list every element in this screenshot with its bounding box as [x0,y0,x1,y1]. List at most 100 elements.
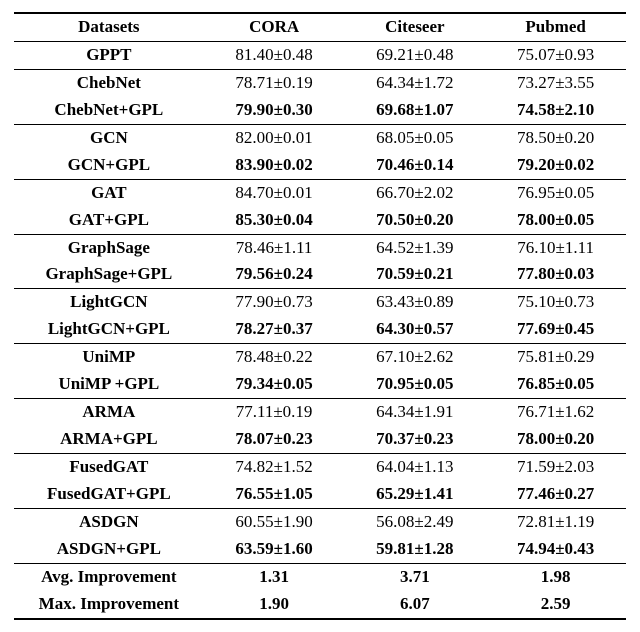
row-label: GCN [14,124,204,151]
cell-value: 2.59 [485,591,626,619]
table-row: ChebNet+GPL79.90±0.3069.68±1.0774.58±2.1… [14,97,626,124]
cell-value: 64.34±1.91 [344,399,485,426]
table-row: GAT84.70±0.0166.70±2.0276.95±0.05 [14,179,626,206]
cell-value: 67.10±2.62 [344,344,485,371]
cell-value: 64.30±0.57 [344,316,485,343]
cell-value: 65.29±1.41 [344,481,485,508]
cell-value: 70.37±0.23 [344,426,485,453]
cell-value: 79.56±0.24 [204,261,345,288]
header-col-pubmed: Pubmed [485,13,626,41]
cell-value: 66.70±2.02 [344,179,485,206]
cell-value: 74.82±1.52 [204,454,345,481]
row-label: ASDGN [14,508,204,535]
cell-value: 1.31 [204,563,345,590]
cell-value: 78.07±0.23 [204,426,345,453]
row-label: LightGCN [14,289,204,316]
table-row: ASDGN60.55±1.9056.08±2.4972.81±1.19 [14,508,626,535]
row-label: ChebNet+GPL [14,97,204,124]
table-row: GCN+GPL83.90±0.0270.46±0.1479.20±0.02 [14,152,626,179]
cell-value: 77.90±0.73 [204,289,345,316]
cell-value: 77.11±0.19 [204,399,345,426]
table-row: ARMA77.11±0.1964.34±1.9176.71±1.62 [14,399,626,426]
cell-value: 77.46±0.27 [485,481,626,508]
table-row: GraphSage+GPL79.56±0.2470.59±0.2177.80±0… [14,261,626,288]
table-row: GAT+GPL85.30±0.0470.50±0.2078.00±0.05 [14,207,626,234]
cell-value: 81.40±0.48 [204,41,345,69]
table-row: ChebNet78.71±0.1964.34±1.7273.27±3.55 [14,69,626,96]
cell-value: 60.55±1.90 [204,508,345,535]
table-row: UniMP +GPL79.34±0.0570.95±0.0576.85±0.05 [14,371,626,398]
cell-value: 63.59±1.60 [204,536,345,563]
cell-value: 83.90±0.02 [204,152,345,179]
table-row: LightGCN+GPL78.27±0.3764.30±0.5777.69±0.… [14,316,626,343]
cell-value: 78.71±0.19 [204,69,345,96]
table-row: Avg. Improvement1.313.711.98 [14,563,626,590]
cell-value: 64.34±1.72 [344,69,485,96]
table-row: ARMA+GPL78.07±0.2370.37±0.2378.00±0.20 [14,426,626,453]
table-row: UniMP78.48±0.2267.10±2.6275.81±0.29 [14,344,626,371]
cell-value: 1.98 [485,563,626,590]
row-label: LightGCN+GPL [14,316,204,343]
cell-value: 79.90±0.30 [204,97,345,124]
header-col-citeseer: Citeseer [344,13,485,41]
cell-value: 68.05±0.05 [344,124,485,151]
cell-value: 76.10±1.11 [485,234,626,261]
table-row: Max. Improvement1.906.072.59 [14,591,626,619]
cell-value: 64.52±1.39 [344,234,485,261]
row-label: GPPT [14,41,204,69]
cell-value: 64.04±1.13 [344,454,485,481]
cell-value: 1.90 [204,591,345,619]
row-label: FusedGAT+GPL [14,481,204,508]
cell-value: 69.21±0.48 [344,41,485,69]
table-row: ASDGN+GPL63.59±1.6059.81±1.2874.94±0.43 [14,536,626,563]
cell-value: 69.68±1.07 [344,97,485,124]
cell-value: 72.81±1.19 [485,508,626,535]
cell-value: 77.80±0.03 [485,261,626,288]
table-row: LightGCN77.90±0.7363.43±0.8975.10±0.73 [14,289,626,316]
row-label: ChebNet [14,69,204,96]
cell-value: 59.81±1.28 [344,536,485,563]
cell-value: 78.50±0.20 [485,124,626,151]
cell-value: 70.59±0.21 [344,261,485,288]
cell-value: 70.46±0.14 [344,152,485,179]
cell-value: 85.30±0.04 [204,207,345,234]
row-label: UniMP +GPL [14,371,204,398]
header-row: Datasets CORA Citeseer Pubmed [14,13,626,41]
cell-value: 74.58±2.10 [485,97,626,124]
cell-value: 63.43±0.89 [344,289,485,316]
row-label: FusedGAT [14,454,204,481]
cell-value: 76.85±0.05 [485,371,626,398]
cell-value: 75.10±0.73 [485,289,626,316]
cell-value: 75.07±0.93 [485,41,626,69]
table-row: GPPT81.40±0.4869.21±0.4875.07±0.93 [14,41,626,69]
cell-value: 78.00±0.05 [485,207,626,234]
cell-value: 6.07 [344,591,485,619]
cell-value: 76.55±1.05 [204,481,345,508]
table-row: GCN82.00±0.0168.05±0.0578.50±0.20 [14,124,626,151]
cell-value: 78.27±0.37 [204,316,345,343]
table-row: FusedGAT+GPL76.55±1.0565.29±1.4177.46±0.… [14,481,626,508]
row-label: GAT+GPL [14,207,204,234]
cell-value: 78.00±0.20 [485,426,626,453]
cell-value: 73.27±3.55 [485,69,626,96]
cell-value: 79.20±0.02 [485,152,626,179]
row-label: GCN+GPL [14,152,204,179]
table-row: GraphSage78.46±1.1164.52±1.3976.10±1.11 [14,234,626,261]
row-label: ARMA+GPL [14,426,204,453]
header-col-cora: CORA [204,13,345,41]
cell-value: 3.71 [344,563,485,590]
cell-value: 76.95±0.05 [485,179,626,206]
cell-value: 76.71±1.62 [485,399,626,426]
results-table: Datasets CORA Citeseer Pubmed GPPT81.40±… [14,12,626,620]
row-label: GAT [14,179,204,206]
row-label: Avg. Improvement [14,563,204,590]
row-label: ASDGN+GPL [14,536,204,563]
cell-value: 84.70±0.01 [204,179,345,206]
cell-value: 70.95±0.05 [344,371,485,398]
cell-value: 74.94±0.43 [485,536,626,563]
cell-value: 71.59±2.03 [485,454,626,481]
cell-value: 75.81±0.29 [485,344,626,371]
table-row: FusedGAT74.82±1.5264.04±1.1371.59±2.03 [14,454,626,481]
cell-value: 78.46±1.11 [204,234,345,261]
row-label: ARMA [14,399,204,426]
